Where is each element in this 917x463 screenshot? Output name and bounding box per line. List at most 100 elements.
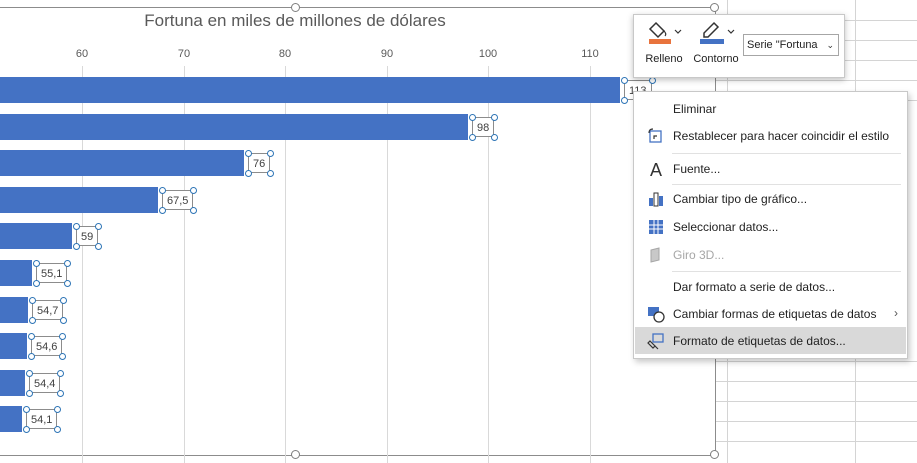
label-selection-handle[interactable] [621,77,628,84]
data-label[interactable]: 54,7 [32,300,64,320]
menu-item-label: Dar formato a serie de datos... [673,280,836,294]
label-selection-handle[interactable] [267,150,274,157]
label-selection-handle[interactable] [23,426,30,433]
label-selection-handle[interactable] [57,370,64,377]
label-selection-handle[interactable] [33,260,40,267]
label-selection-handle[interactable] [29,317,36,324]
label-selection-handle[interactable] [73,243,80,250]
chart-resize-handle[interactable] [710,3,719,12]
x-tick-label: 80 [278,48,292,60]
menu-item-label: Eliminar [673,102,717,116]
menu-item-fuente[interactable]: A Fuente... [635,155,906,182]
label-selection-handle[interactable] [190,187,197,194]
bar[interactable] [0,406,22,432]
data-label[interactable]: 59 [76,226,99,246]
chart-title[interactable]: Fortuna en miles de millones de dólares [144,11,446,30]
bar[interactable] [0,333,27,359]
label-selection-handle[interactable] [469,114,476,121]
label-selection-handle[interactable] [59,333,66,340]
label-selection-handle[interactable] [190,207,197,214]
chart-resize-handle[interactable] [710,450,719,459]
label-selection-handle[interactable] [33,280,40,287]
row-divider [715,401,917,402]
label-selection-handle[interactable] [95,243,102,250]
menu-item-formato-serie[interactable]: Dar formato a serie de datos... [635,273,906,300]
menu-item-giro-3d[interactable]: Giro 3D... [635,241,906,268]
chevron-down-icon: ⌄ [826,40,834,50]
bar[interactable] [0,187,158,213]
data-label[interactable]: 54,1 [26,409,58,429]
data-label[interactable]: 98 [472,117,495,137]
label-selection-handle[interactable] [28,353,35,360]
label-selection-handle[interactable] [28,333,35,340]
row-divider [715,381,917,382]
menu-item-label: Cambiar tipo de gráfico... [673,192,808,206]
select-data-icon [647,218,665,236]
label-selection-handle[interactable] [621,97,628,104]
bar[interactable] [0,150,244,176]
menu-item-label: Seleccionar datos... [673,220,779,234]
label-selection-handle[interactable] [73,223,80,230]
x-gridline [285,66,286,463]
menu-item-cambiar-formas-etiquetas[interactable]: Cambiar formas de etiquetas de datos › [635,300,906,327]
outline-label: Contorno [693,53,739,65]
menu-separator [672,184,901,185]
series-selector[interactable]: Serie "Fortuna ⌄ [743,34,839,56]
menu-item-label: Giro 3D... [673,248,725,262]
label-selection-handle[interactable] [54,426,61,433]
x-gridline [590,66,591,463]
data-label[interactable]: 55,1 [36,263,68,283]
menu-item-seleccionar-datos[interactable]: Seleccionar datos... [635,213,906,240]
label-selection-handle[interactable] [59,353,66,360]
label-selection-handle[interactable] [29,297,36,304]
fill-button[interactable]: Relleno [640,19,688,73]
menu-item-restablecer-estilo[interactable]: Restablecer para hacer coincidir el esti… [635,122,906,149]
outline-button[interactable]: Contorno [690,19,742,73]
bar[interactable] [0,370,25,396]
data-label[interactable]: 54,6 [31,336,63,356]
data-label[interactable]: 76 [248,153,271,173]
label-selection-handle[interactable] [245,150,252,157]
bar[interactable] [0,77,620,103]
menu-item-label: Cambiar formas de etiquetas de datos [673,307,877,321]
label-selection-handle[interactable] [60,317,67,324]
label-selection-handle[interactable] [95,223,102,230]
format-labels-icon [647,332,665,350]
x-gridline [82,66,83,463]
context-menu: Eliminar Restablecer para hacer coincidi… [633,91,908,359]
pen-icon [690,19,742,45]
label-selection-handle[interactable] [60,297,67,304]
menu-item-eliminar[interactable]: Eliminar [635,95,906,122]
chart-resize-handle[interactable] [291,450,300,459]
label-selection-handle[interactable] [649,77,656,84]
label-selection-handle[interactable] [159,187,166,194]
series-selector-value: Serie "Fortuna [747,39,818,51]
x-tick-label: 70 [177,48,191,60]
data-label[interactable]: 54,4 [29,373,61,393]
menu-item-formato-etiquetas[interactable]: Formato de etiquetas de datos... [635,327,906,354]
chart-resize-handle[interactable] [291,3,300,12]
label-selection-handle[interactable] [491,134,498,141]
label-selection-handle[interactable] [26,370,33,377]
format-mini-toolbar: Relleno Contorno Serie "Fortuna ⌄ [633,14,845,78]
label-selection-handle[interactable] [54,406,61,413]
label-selection-handle[interactable] [267,170,274,177]
label-selection-handle[interactable] [159,207,166,214]
bar[interactable] [0,114,468,140]
label-selection-handle[interactable] [23,406,30,413]
label-selection-handle[interactable] [64,260,71,267]
label-selection-handle[interactable] [491,114,498,121]
reset-style-icon [647,127,665,145]
data-label[interactable]: 67,5 [162,190,194,210]
row-divider [715,421,917,422]
bar[interactable] [0,223,72,249]
label-selection-handle[interactable] [57,390,64,397]
label-selection-handle[interactable] [64,280,71,287]
label-selection-handle[interactable] [245,170,252,177]
label-selection-handle[interactable] [469,134,476,141]
bar[interactable] [0,260,32,286]
menu-item-cambiar-tipo-grafico[interactable]: Cambiar tipo de gráfico... [635,185,906,212]
chart-area[interactable] [0,7,716,456]
label-selection-handle[interactable] [26,390,33,397]
bar[interactable] [0,297,28,323]
